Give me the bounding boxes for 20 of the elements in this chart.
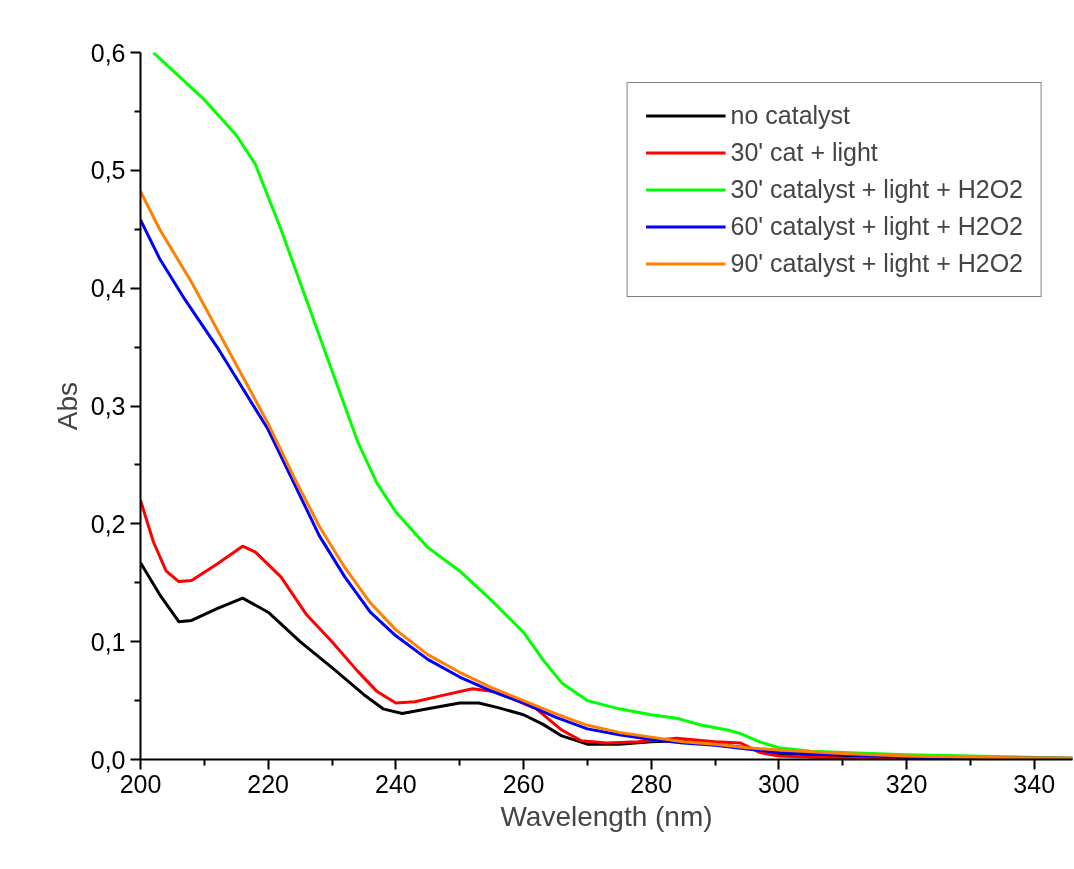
legend-label: 60' catalyst + light + H2O2 [730,212,1023,241]
y-tick-label: 0,1 [90,627,126,656]
legend-label: 90' catalyst + light + H2O2 [730,249,1023,278]
y-tick-label: 0,6 [90,38,126,67]
y-tick-label: 0,2 [90,509,126,538]
x-tick-label: 320 [885,769,928,798]
x-tick-label: 240 [374,769,417,798]
legend-label: 30' catalyst + light + H2O2 [730,175,1023,204]
y-tick-label: 0,4 [90,274,126,303]
legend-label: no catalyst [730,101,851,130]
x-tick-label: 340 [1013,769,1056,798]
x-tick-label: 280 [630,769,673,798]
legend-label: 30' cat + light [730,138,878,167]
x-axis-title: Wavelength (nm) [500,800,713,832]
y-axis-title: Abs [51,381,83,431]
x-tick-label: 300 [758,769,800,798]
x-tick-label: 220 [247,769,290,798]
y-tick-label: 0,5 [90,156,126,185]
y-tick-label: 0,3 [90,392,126,420]
x-tick-label: 260 [502,769,545,798]
